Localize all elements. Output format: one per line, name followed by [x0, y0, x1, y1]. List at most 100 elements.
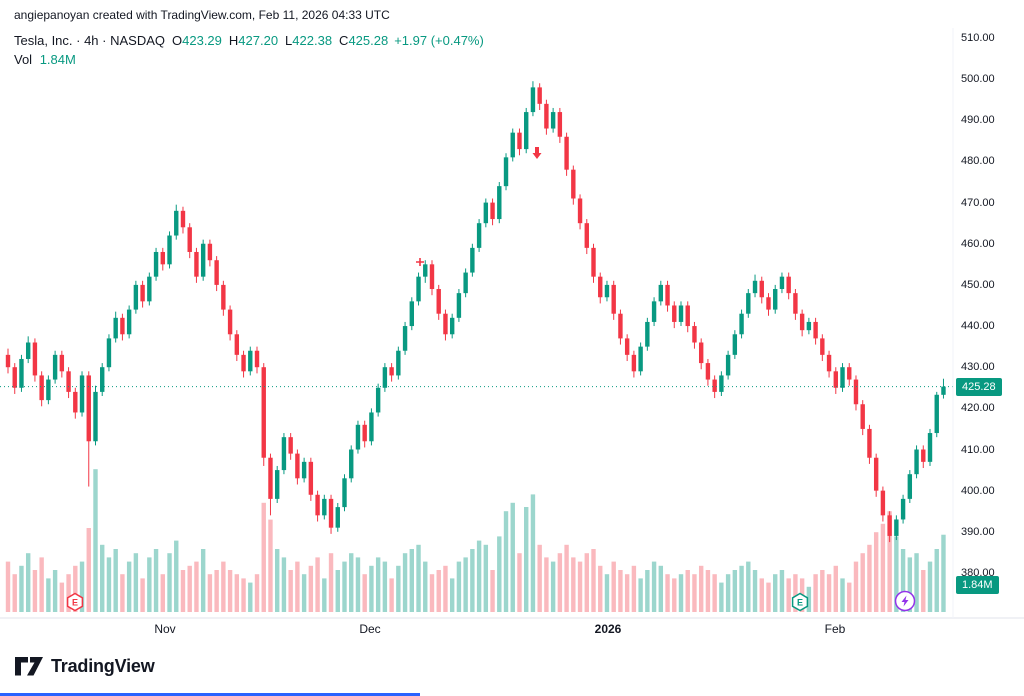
volume-bar	[571, 557, 576, 612]
volume-bar	[106, 557, 112, 612]
volume-bar	[470, 549, 475, 612]
volume-bar	[288, 570, 293, 612]
volume-bar	[281, 557, 287, 612]
volume-bar	[456, 561, 462, 612]
candle-body	[86, 375, 91, 442]
volume-bar	[214, 570, 219, 612]
candle-body	[483, 202, 489, 224]
time-axis-label-2026: 2026	[594, 622, 622, 636]
candle-body	[436, 289, 441, 314]
volume-bar	[678, 574, 684, 612]
candle-body	[5, 354, 11, 368]
candle-body	[544, 103, 549, 129]
candle-body	[147, 276, 152, 302]
volume-bar	[497, 536, 502, 612]
candle-body	[739, 313, 744, 335]
volume-bar	[746, 561, 751, 612]
candle-body	[207, 243, 213, 261]
lightning-bolt-glyph	[901, 595, 909, 607]
candle-body	[530, 87, 536, 113]
volume-value: 1.84M	[39, 52, 76, 67]
volume-bar	[32, 570, 38, 612]
ohlc-open-value: 423.29	[182, 33, 222, 48]
candle-body	[732, 334, 738, 355]
candle-body	[396, 350, 401, 376]
candle-body	[416, 276, 421, 302]
volume-bar	[449, 578, 455, 612]
change-value: +1.97 (+0.47%)	[394, 33, 484, 48]
candle-body	[618, 313, 623, 339]
tradingview-logo[interactable]: TradingView	[14, 653, 155, 679]
price-axis-label: 490.00	[961, 114, 995, 127]
volume-bar	[402, 553, 408, 612]
volume-bar	[894, 536, 899, 612]
candle-body	[46, 379, 51, 401]
volume-bar	[301, 574, 307, 612]
volume-bar	[550, 561, 556, 612]
candle-body	[725, 354, 731, 376]
candle-body	[106, 338, 112, 368]
candle-body	[833, 371, 838, 388]
candle-body	[510, 132, 515, 158]
volume-bar	[248, 582, 253, 612]
candle-body	[227, 309, 233, 335]
volume-bar	[375, 557, 381, 612]
volume-bar	[416, 544, 421, 612]
volume-bar	[557, 553, 563, 612]
volume-bar	[880, 523, 886, 612]
volume-bar	[46, 578, 51, 612]
volume-bar	[5, 561, 11, 612]
volume-bar	[692, 574, 697, 612]
price-axis-label: 480.00	[961, 155, 995, 168]
volume-bar	[544, 557, 549, 612]
arrow-down-marker[interactable]	[532, 147, 542, 159]
candle-body	[214, 260, 219, 285]
volume-bar	[867, 544, 872, 612]
volume-bar	[227, 570, 233, 612]
volume-bar	[624, 574, 630, 612]
ohlc-close-label: C	[339, 33, 349, 48]
candle-body	[261, 367, 266, 458]
symbol-title[interactable]: Tesla, Inc. · 4h · NASDAQ	[14, 33, 165, 48]
candle-body	[537, 87, 542, 104]
candle-body	[880, 490, 886, 516]
price-axis-label: 410.00	[961, 443, 995, 456]
candle-body	[140, 284, 145, 302]
candle-body	[25, 342, 31, 359]
cross-marker[interactable]	[416, 258, 424, 266]
candle-body	[369, 412, 374, 442]
candle-body	[342, 478, 347, 508]
candle-body	[456, 293, 462, 318]
volume-bar	[221, 561, 226, 612]
candle-body	[79, 375, 85, 413]
candle-body	[746, 293, 751, 314]
earnings-marker-icon[interactable]	[791, 592, 809, 612]
candle-body	[126, 309, 132, 335]
volume-bar	[59, 582, 65, 612]
candle-body	[638, 346, 643, 372]
volume-bar	[577, 561, 583, 612]
volume-bar	[739, 565, 744, 612]
volume-bar	[907, 557, 913, 612]
volume-bar	[611, 561, 616, 612]
volume-bar	[658, 565, 664, 612]
candle-body	[786, 276, 791, 294]
volume-bar	[382, 561, 388, 612]
earnings-marker-icon[interactable]	[66, 592, 84, 612]
candle-body	[113, 317, 118, 339]
candle-body	[591, 247, 596, 277]
volume-bar	[698, 565, 704, 612]
volume-bar	[672, 578, 677, 612]
candle-body	[66, 371, 71, 392]
volume-bar	[409, 549, 414, 612]
volume-bar	[207, 574, 213, 612]
volume-bar	[638, 578, 643, 612]
candle-body	[759, 280, 764, 298]
volume-bar	[860, 553, 865, 612]
volume-bar	[349, 553, 354, 612]
volume-bar	[598, 565, 603, 612]
candle-body	[476, 223, 482, 248]
candle-body	[187, 227, 192, 252]
volume-bar	[261, 502, 266, 612]
